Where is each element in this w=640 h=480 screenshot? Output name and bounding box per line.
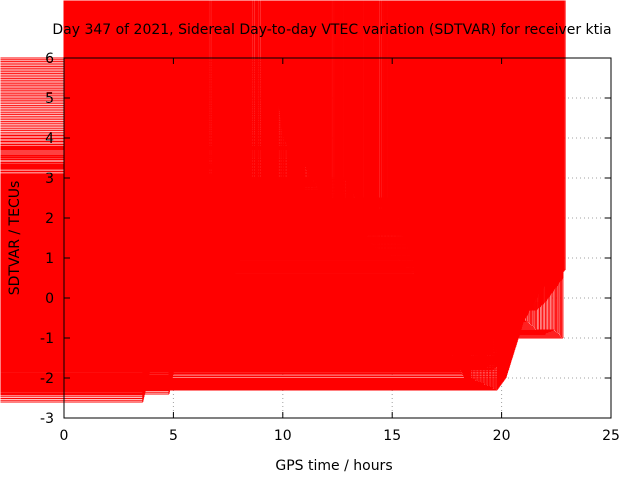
x-tick-label: 25 (602, 428, 620, 444)
plot-frame (63, 57, 612, 419)
series-track-18 (0, 0, 564, 339)
x-tick-label: 10 (274, 428, 292, 444)
chart-title: Day 347 of 2021, Sidereal Day-to-day VTE… (52, 22, 611, 38)
y-tick-label: 4 (45, 131, 54, 147)
plus-markers (0, 0, 564, 339)
y-tick-label: -2 (40, 371, 54, 387)
x-axis-label: GPS time / hours (275, 458, 392, 474)
axis-ticks: 0 5 10 15 20 25 -3 -2 -1 0 1 2 3 4 5 6 (40, 51, 620, 444)
x-tick-label: 5 (169, 428, 178, 444)
y-tick-label: 0 (45, 291, 54, 307)
y-tick-label: 5 (45, 91, 54, 107)
y-tick-label: -1 (40, 331, 54, 347)
data-points (0, 0, 566, 403)
y-tick-label: -3 (40, 411, 54, 427)
x-tick-label: 15 (383, 428, 401, 444)
y-tick-label: 2 (45, 211, 54, 227)
x-tick-label: 20 (493, 428, 511, 444)
y-tick-label: 3 (45, 171, 54, 187)
x-tick-label: 0 (60, 428, 69, 444)
y-tick-label: 1 (45, 251, 54, 267)
y-axis-label: SDTVAR / TECUs (7, 181, 23, 296)
y-tick-label: 6 (45, 51, 54, 67)
